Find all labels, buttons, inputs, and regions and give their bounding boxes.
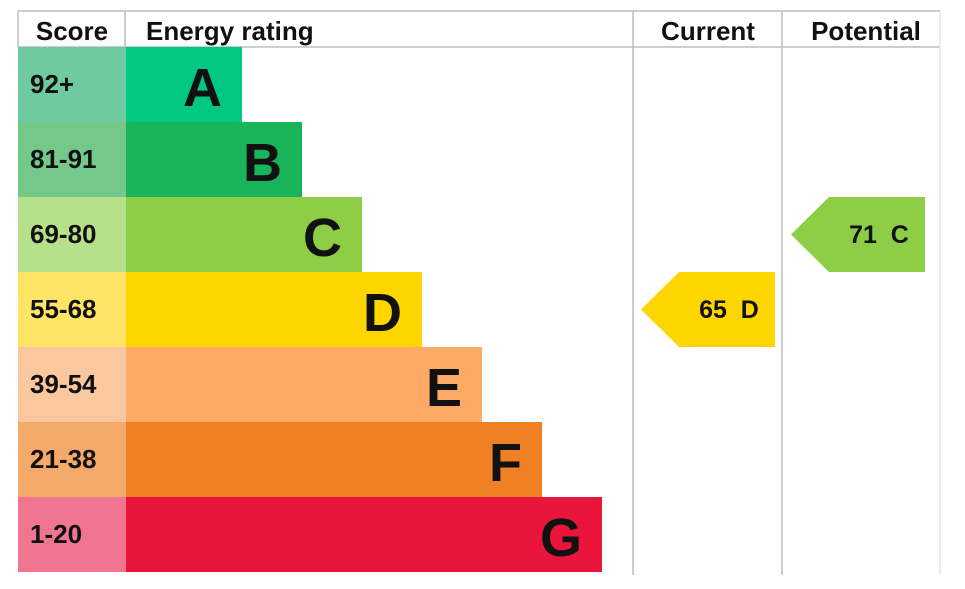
header-current: Current <box>661 16 755 46</box>
band-letter-B: B <box>243 133 282 193</box>
score-range-A: 92+ <box>30 69 74 99</box>
score-cell-F <box>18 422 126 497</box>
header-potential: Potential <box>811 16 921 46</box>
score-cell-E <box>18 347 126 422</box>
band-bar-A <box>126 47 242 122</box>
band-letter-F: F <box>489 433 522 493</box>
header-score: Score <box>36 16 108 46</box>
rating-arrows: 65 D 71 C <box>641 197 925 347</box>
band-letter-C: C <box>303 208 342 268</box>
current-rating-arrow <box>641 272 775 347</box>
score-range-C: 69-80 <box>30 219 97 249</box>
band-bar-F <box>126 422 542 497</box>
band-bar-G <box>126 497 602 572</box>
band-letter-D: D <box>363 283 402 343</box>
score-range-E: 39-54 <box>30 369 97 399</box>
band-bar-D <box>126 272 422 347</box>
score-range-B: 81-91 <box>30 144 97 174</box>
band-letter-G: G <box>540 508 582 568</box>
band-bar-B <box>126 122 302 197</box>
score-cell-B <box>18 122 126 197</box>
score-range-F: 21-38 <box>30 444 97 474</box>
potential-rating-arrow <box>791 197 925 272</box>
potential-rating-label: 71 C <box>849 221 909 249</box>
score-cell-G <box>18 497 126 572</box>
score-range-G: 1-20 <box>30 519 82 549</box>
band-letter-E: E <box>426 358 462 418</box>
band-bar-C <box>126 197 362 272</box>
score-cell-A <box>18 47 126 122</box>
score-range-D: 55-68 <box>30 294 97 324</box>
bands: 92+ A 81-91 B 69-80 C 55-68 D 39-54 E 21-38 F 1-20 G <box>18 47 602 572</box>
band-letter-A: A <box>183 58 222 118</box>
header-energy-rating: Energy rating <box>146 16 314 46</box>
current-rating-label: 65 D <box>699 296 759 324</box>
score-cell-C <box>18 197 126 272</box>
score-cell-D <box>18 272 126 347</box>
band-bar-E <box>126 347 482 422</box>
